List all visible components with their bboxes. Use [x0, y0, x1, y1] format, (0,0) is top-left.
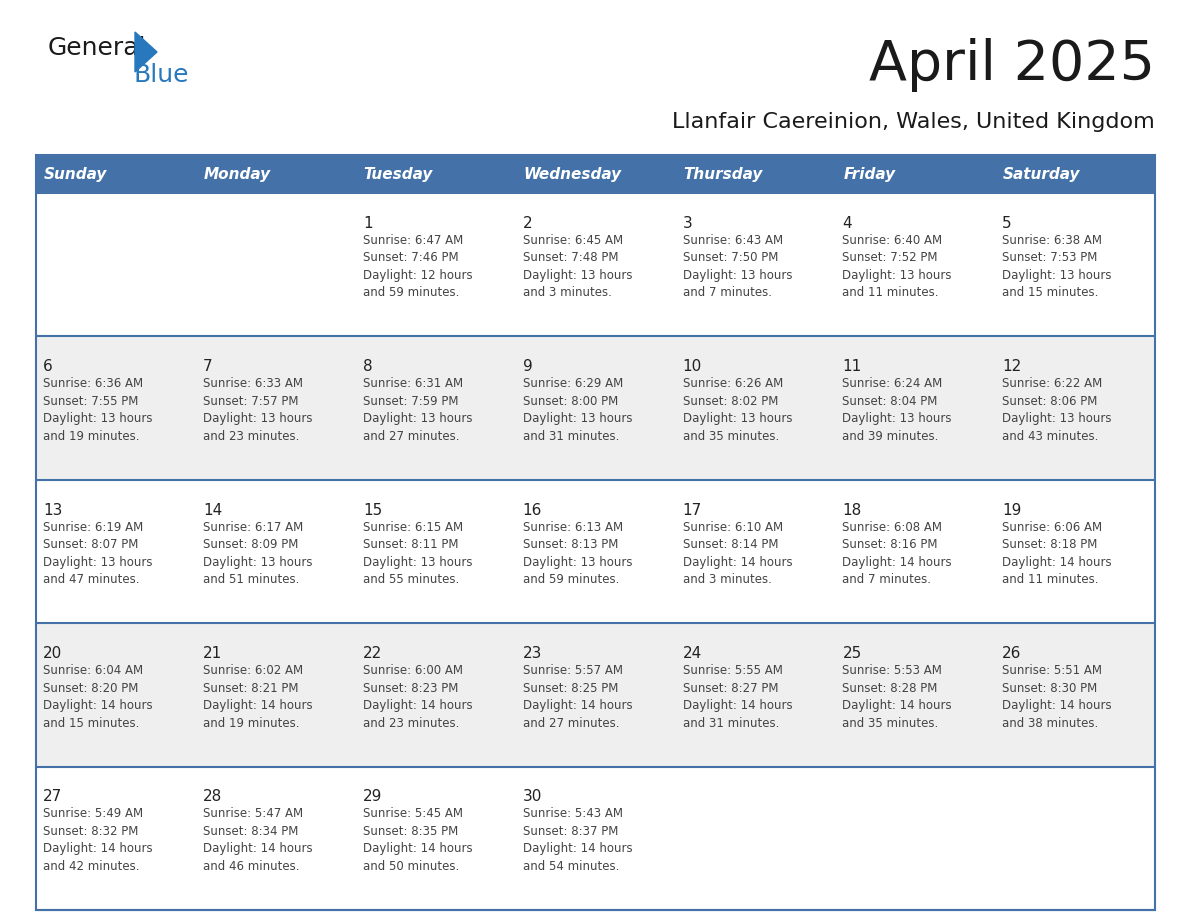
- Text: 24: 24: [683, 646, 702, 661]
- Text: 8: 8: [362, 359, 373, 375]
- Text: 9: 9: [523, 359, 532, 375]
- Text: Friday: Friday: [843, 166, 896, 182]
- Text: 3: 3: [683, 216, 693, 231]
- Text: 6: 6: [43, 359, 53, 375]
- Text: 19: 19: [1003, 503, 1022, 518]
- Bar: [36, 155, 1155, 910]
- Polygon shape: [135, 32, 157, 72]
- Text: Sunrise: 5:49 AM
Sunset: 8:32 PM
Daylight: 14 hours
and 42 minutes.: Sunrise: 5:49 AM Sunset: 8:32 PM Dayligh…: [43, 808, 153, 873]
- Text: Sunday: Sunday: [44, 166, 107, 182]
- Bar: [36, 623, 1155, 767]
- Bar: [36, 480, 1155, 623]
- Text: Sunrise: 6:10 AM
Sunset: 8:14 PM
Daylight: 14 hours
and 3 minutes.: Sunrise: 6:10 AM Sunset: 8:14 PM Dayligh…: [683, 521, 792, 587]
- Text: Sunrise: 6:19 AM
Sunset: 8:07 PM
Daylight: 13 hours
and 47 minutes.: Sunrise: 6:19 AM Sunset: 8:07 PM Dayligh…: [43, 521, 153, 587]
- Text: Sunrise: 6:38 AM
Sunset: 7:53 PM
Daylight: 13 hours
and 15 minutes.: Sunrise: 6:38 AM Sunset: 7:53 PM Dayligh…: [1003, 234, 1112, 299]
- Text: Wednesday: Wednesday: [524, 166, 621, 182]
- Text: Sunrise: 6:45 AM
Sunset: 7:48 PM
Daylight: 13 hours
and 3 minutes.: Sunrise: 6:45 AM Sunset: 7:48 PM Dayligh…: [523, 234, 632, 299]
- Text: April 2025: April 2025: [868, 38, 1155, 92]
- Text: 13: 13: [43, 503, 63, 518]
- Text: 2: 2: [523, 216, 532, 231]
- Bar: [36, 193, 1155, 336]
- Text: 4: 4: [842, 216, 852, 231]
- Bar: [676, 155, 835, 193]
- Bar: [36, 767, 1155, 910]
- Text: 7: 7: [203, 359, 213, 375]
- Text: Monday: Monday: [204, 166, 271, 182]
- Text: 5: 5: [1003, 216, 1012, 231]
- Text: 20: 20: [43, 646, 63, 661]
- Text: Sunrise: 6:40 AM
Sunset: 7:52 PM
Daylight: 13 hours
and 11 minutes.: Sunrise: 6:40 AM Sunset: 7:52 PM Dayligh…: [842, 234, 952, 299]
- Text: Sunrise: 6:06 AM
Sunset: 8:18 PM
Daylight: 14 hours
and 11 minutes.: Sunrise: 6:06 AM Sunset: 8:18 PM Dayligh…: [1003, 521, 1112, 587]
- Text: 18: 18: [842, 503, 861, 518]
- Text: 12: 12: [1003, 359, 1022, 375]
- Text: 30: 30: [523, 789, 542, 804]
- Text: 17: 17: [683, 503, 702, 518]
- Text: Tuesday: Tuesday: [364, 166, 434, 182]
- Text: Sunrise: 5:55 AM
Sunset: 8:27 PM
Daylight: 14 hours
and 31 minutes.: Sunrise: 5:55 AM Sunset: 8:27 PM Dayligh…: [683, 664, 792, 730]
- Bar: [516, 155, 676, 193]
- Text: Sunrise: 6:04 AM
Sunset: 8:20 PM
Daylight: 14 hours
and 15 minutes.: Sunrise: 6:04 AM Sunset: 8:20 PM Dayligh…: [43, 664, 153, 730]
- Text: Sunrise: 6:24 AM
Sunset: 8:04 PM
Daylight: 13 hours
and 39 minutes.: Sunrise: 6:24 AM Sunset: 8:04 PM Dayligh…: [842, 377, 952, 442]
- Text: 26: 26: [1003, 646, 1022, 661]
- Text: 15: 15: [362, 503, 383, 518]
- Text: 21: 21: [203, 646, 222, 661]
- Text: Sunrise: 6:33 AM
Sunset: 7:57 PM
Daylight: 13 hours
and 23 minutes.: Sunrise: 6:33 AM Sunset: 7:57 PM Dayligh…: [203, 377, 312, 442]
- Text: 14: 14: [203, 503, 222, 518]
- Text: Saturday: Saturday: [1003, 166, 1081, 182]
- Text: 23: 23: [523, 646, 542, 661]
- Bar: [996, 155, 1155, 193]
- Text: Sunrise: 6:26 AM
Sunset: 8:02 PM
Daylight: 13 hours
and 35 minutes.: Sunrise: 6:26 AM Sunset: 8:02 PM Dayligh…: [683, 377, 792, 442]
- Text: 29: 29: [362, 789, 383, 804]
- Text: Sunrise: 6:02 AM
Sunset: 8:21 PM
Daylight: 14 hours
and 19 minutes.: Sunrise: 6:02 AM Sunset: 8:21 PM Dayligh…: [203, 664, 312, 730]
- Text: Sunrise: 6:08 AM
Sunset: 8:16 PM
Daylight: 14 hours
and 7 minutes.: Sunrise: 6:08 AM Sunset: 8:16 PM Dayligh…: [842, 521, 952, 587]
- Text: Sunrise: 6:47 AM
Sunset: 7:46 PM
Daylight: 12 hours
and 59 minutes.: Sunrise: 6:47 AM Sunset: 7:46 PM Dayligh…: [362, 234, 473, 299]
- Bar: [196, 155, 355, 193]
- Bar: [835, 155, 996, 193]
- Text: Sunrise: 5:47 AM
Sunset: 8:34 PM
Daylight: 14 hours
and 46 minutes.: Sunrise: 5:47 AM Sunset: 8:34 PM Dayligh…: [203, 808, 312, 873]
- Text: Sunrise: 6:15 AM
Sunset: 8:11 PM
Daylight: 13 hours
and 55 minutes.: Sunrise: 6:15 AM Sunset: 8:11 PM Dayligh…: [362, 521, 473, 587]
- Text: Sunrise: 6:29 AM
Sunset: 8:00 PM
Daylight: 13 hours
and 31 minutes.: Sunrise: 6:29 AM Sunset: 8:00 PM Dayligh…: [523, 377, 632, 442]
- Text: 1: 1: [362, 216, 373, 231]
- Text: Sunrise: 6:00 AM
Sunset: 8:23 PM
Daylight: 14 hours
and 23 minutes.: Sunrise: 6:00 AM Sunset: 8:23 PM Dayligh…: [362, 664, 473, 730]
- Bar: [355, 155, 516, 193]
- Text: Llanfair Caereinion, Wales, United Kingdom: Llanfair Caereinion, Wales, United Kingd…: [672, 112, 1155, 132]
- Text: Sunrise: 5:45 AM
Sunset: 8:35 PM
Daylight: 14 hours
and 50 minutes.: Sunrise: 5:45 AM Sunset: 8:35 PM Dayligh…: [362, 808, 473, 873]
- Text: Sunrise: 6:31 AM
Sunset: 7:59 PM
Daylight: 13 hours
and 27 minutes.: Sunrise: 6:31 AM Sunset: 7:59 PM Dayligh…: [362, 377, 473, 442]
- Text: Thursday: Thursday: [683, 166, 763, 182]
- Text: Sunrise: 5:43 AM
Sunset: 8:37 PM
Daylight: 14 hours
and 54 minutes.: Sunrise: 5:43 AM Sunset: 8:37 PM Dayligh…: [523, 808, 632, 873]
- Text: 25: 25: [842, 646, 861, 661]
- Text: Sunrise: 6:22 AM
Sunset: 8:06 PM
Daylight: 13 hours
and 43 minutes.: Sunrise: 6:22 AM Sunset: 8:06 PM Dayligh…: [1003, 377, 1112, 442]
- Text: Sunrise: 5:51 AM
Sunset: 8:30 PM
Daylight: 14 hours
and 38 minutes.: Sunrise: 5:51 AM Sunset: 8:30 PM Dayligh…: [1003, 664, 1112, 730]
- Text: Sunrise: 5:53 AM
Sunset: 8:28 PM
Daylight: 14 hours
and 35 minutes.: Sunrise: 5:53 AM Sunset: 8:28 PM Dayligh…: [842, 664, 952, 730]
- Text: General: General: [48, 36, 146, 60]
- Text: Sunrise: 5:57 AM
Sunset: 8:25 PM
Daylight: 14 hours
and 27 minutes.: Sunrise: 5:57 AM Sunset: 8:25 PM Dayligh…: [523, 664, 632, 730]
- Text: 22: 22: [362, 646, 383, 661]
- Text: Sunrise: 6:43 AM
Sunset: 7:50 PM
Daylight: 13 hours
and 7 minutes.: Sunrise: 6:43 AM Sunset: 7:50 PM Dayligh…: [683, 234, 792, 299]
- Text: Sunrise: 6:17 AM
Sunset: 8:09 PM
Daylight: 13 hours
and 51 minutes.: Sunrise: 6:17 AM Sunset: 8:09 PM Dayligh…: [203, 521, 312, 587]
- Text: 28: 28: [203, 789, 222, 804]
- Text: 10: 10: [683, 359, 702, 375]
- Text: 27: 27: [43, 789, 63, 804]
- Text: 11: 11: [842, 359, 861, 375]
- Text: Sunrise: 6:13 AM
Sunset: 8:13 PM
Daylight: 13 hours
and 59 minutes.: Sunrise: 6:13 AM Sunset: 8:13 PM Dayligh…: [523, 521, 632, 587]
- Text: Sunrise: 6:36 AM
Sunset: 7:55 PM
Daylight: 13 hours
and 19 minutes.: Sunrise: 6:36 AM Sunset: 7:55 PM Dayligh…: [43, 377, 153, 442]
- Bar: [36, 336, 1155, 480]
- Text: 16: 16: [523, 503, 542, 518]
- Text: Blue: Blue: [134, 63, 190, 87]
- Bar: [36, 155, 196, 193]
